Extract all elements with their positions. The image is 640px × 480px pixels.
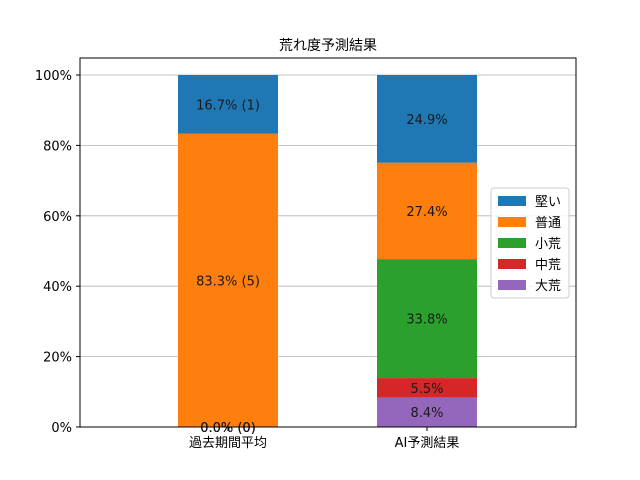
x-axis: 過去期間平均 AI予測結果 — [189, 427, 459, 451]
y-tick-label: 100% — [35, 69, 72, 84]
bar-segment — [377, 162, 477, 260]
segment-label: 27.4% — [406, 205, 447, 220]
y-tick-label: 60% — [43, 210, 72, 225]
y-axis: 0% 20% 40% 60% 80% 100% — [35, 69, 80, 436]
y-tick-label: 80% — [43, 139, 72, 154]
bar-segment — [377, 75, 477, 163]
legend-label: 大荒 — [535, 279, 561, 294]
plot-frame — [79, 57, 577, 428]
legend-swatch — [498, 259, 526, 269]
y-tick-label: 0% — [51, 421, 72, 436]
segment-labels: 0.0% (0)0.0% (0)0.0% (0)83.3% (5)16.7% (… — [196, 98, 448, 436]
bars — [178, 75, 477, 427]
legend-label: 中荒 — [535, 258, 561, 273]
legend-box — [490, 187, 570, 299]
legend-label: 小荒 — [535, 237, 561, 252]
segment-label: 83.3% (5) — [196, 274, 260, 289]
legend-swatch — [498, 196, 526, 206]
legend-swatch — [498, 238, 526, 248]
chart-title: 荒れ度予測結果 — [279, 38, 377, 54]
legend-label: 普通 — [535, 216, 561, 231]
bar-segment — [178, 75, 278, 134]
bar-segment — [377, 378, 477, 398]
legend-label: 堅い — [535, 195, 561, 210]
legend-swatch — [498, 280, 526, 290]
x-tick-label: 過去期間平均 — [189, 436, 267, 451]
legend-swatch — [498, 217, 526, 227]
segment-label: 8.4% — [410, 406, 443, 421]
y-tick-label: 20% — [43, 351, 72, 366]
y-tick-label: 40% — [43, 280, 72, 295]
bar-segment — [178, 133, 278, 427]
bar-segment — [377, 397, 477, 427]
segment-label: 24.9% — [406, 113, 447, 128]
segment-label: 5.5% — [410, 382, 443, 397]
x-tick-label: AI予測結果 — [395, 436, 460, 451]
segment-label: 16.7% (1) — [196, 98, 260, 113]
segment-label: 33.8% — [406, 313, 447, 328]
bar-segment — [377, 259, 477, 379]
